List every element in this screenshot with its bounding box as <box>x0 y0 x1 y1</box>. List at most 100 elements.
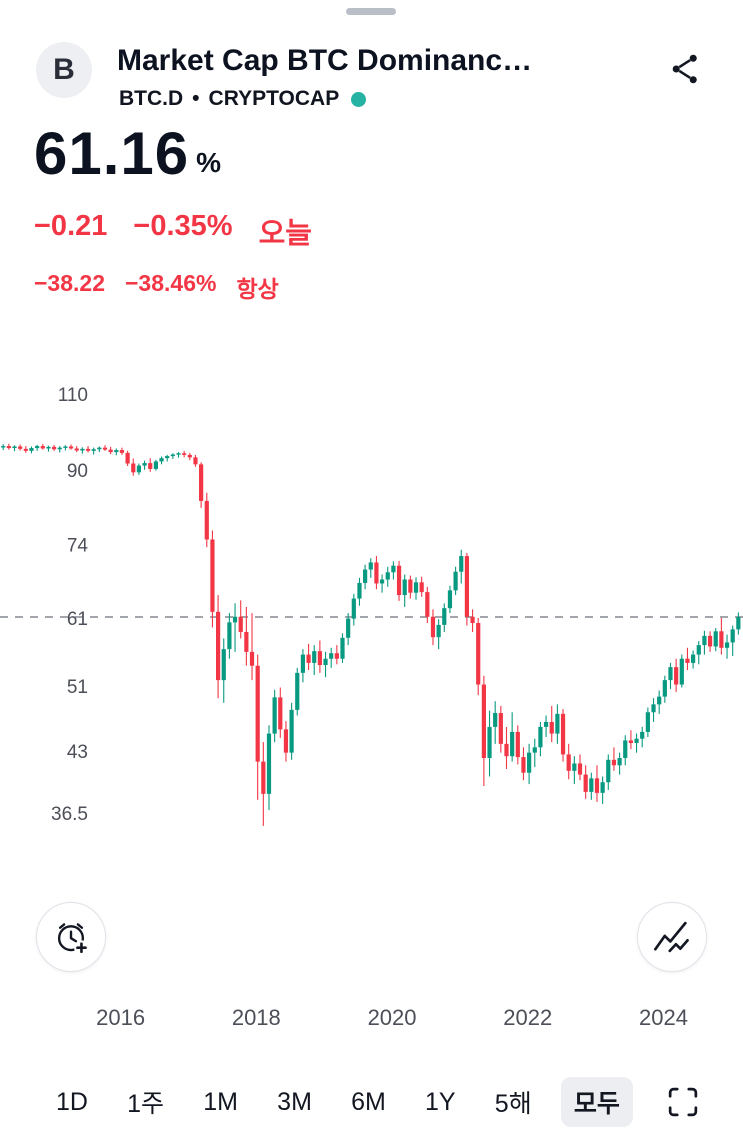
alert-button[interactable] <box>36 902 106 972</box>
change-alltime-label: 항상 <box>236 276 279 302</box>
range-button-6M[interactable]: 6M <box>351 1087 386 1116</box>
candle-body <box>29 448 34 451</box>
line-chart-icon <box>654 921 689 953</box>
candle-body <box>35 446 40 449</box>
range-button-1M[interactable]: 1M <box>203 1087 238 1116</box>
candle-body <box>379 579 385 584</box>
candle-body <box>413 582 419 593</box>
candle-body <box>114 450 119 453</box>
fullscreen-button[interactable] <box>663 1082 703 1122</box>
candle-body <box>668 667 673 681</box>
candle-body <box>685 658 690 663</box>
candle-body <box>657 696 662 705</box>
change-today-label: 오늘 <box>258 218 312 250</box>
candle-body <box>606 759 611 783</box>
last-price-unit: % <box>196 147 222 178</box>
candle-body <box>244 631 249 652</box>
candle-body <box>532 747 537 753</box>
symbol-logo-letter: B <box>53 53 75 86</box>
candle-body <box>572 763 577 771</box>
change-today-abs: −0.21 <box>34 210 108 242</box>
change-today: −0.21 −0.35% 오늘 <box>34 210 312 252</box>
exchange-name: CRYPTOCAP <box>208 87 340 110</box>
candle-body <box>40 446 45 449</box>
candle-body <box>430 616 436 638</box>
candle-body <box>696 645 701 655</box>
candle-body <box>470 616 475 624</box>
candle-body <box>232 616 238 623</box>
x-axis-label: 2018 <box>232 1005 281 1030</box>
candle-body <box>295 672 300 710</box>
candle-body <box>300 654 306 673</box>
candle-body <box>425 592 430 617</box>
candle-body <box>357 582 362 599</box>
candle-body <box>510 731 515 757</box>
candle-body <box>549 721 554 734</box>
symbol-logo: B <box>36 42 92 98</box>
drag-handle[interactable] <box>346 8 396 15</box>
candle-body <box>6 446 11 449</box>
x-axis-label: 2024 <box>639 1005 688 1030</box>
range-items: 1D 1주 1M 3M 6M 1Y 5해 모두 <box>46 1077 633 1127</box>
candle-body <box>402 579 407 596</box>
last-price-value: 61.16 <box>34 120 190 187</box>
candle-body <box>724 642 730 648</box>
candle-body <box>278 697 283 730</box>
candle-body <box>227 622 232 650</box>
candle-body <box>238 616 243 632</box>
candle-body <box>651 704 656 713</box>
candle-body <box>97 447 102 450</box>
candle-body <box>476 623 481 685</box>
candle-body <box>436 624 441 638</box>
candle-body <box>351 598 356 619</box>
share-button[interactable] <box>665 48 705 90</box>
candle-body <box>63 446 68 448</box>
range-button-모두[interactable]: 모두 <box>560 1077 633 1127</box>
candle-body <box>153 461 158 469</box>
candle-body <box>136 465 142 473</box>
candle-body <box>396 565 402 596</box>
candle-body <box>679 658 684 685</box>
candle-body <box>57 447 62 450</box>
y-axis-label: 110 <box>58 385 88 406</box>
symbol-code: BTC.D <box>119 87 184 110</box>
candle-body <box>346 618 351 638</box>
candle-body <box>538 726 543 748</box>
candle-body <box>46 446 51 449</box>
candle-body <box>589 778 594 792</box>
candle-body <box>515 731 520 758</box>
fullscreen-icon <box>668 1087 698 1117</box>
candle-body <box>583 774 588 792</box>
chart-style-button[interactable] <box>637 902 707 972</box>
candle-body <box>368 562 373 570</box>
candle-body <box>148 463 153 469</box>
symbol-title: Market Cap BTC Dominanc… <box>117 44 533 77</box>
range-button-1Y[interactable]: 1Y <box>425 1087 456 1116</box>
candle-body <box>108 449 113 453</box>
candle-body <box>719 631 724 648</box>
candle-body <box>691 654 696 663</box>
candle-body <box>306 654 311 663</box>
candle-body <box>1 446 6 448</box>
candle-body <box>18 446 23 449</box>
candle-body <box>707 635 713 647</box>
candle-body <box>640 731 645 739</box>
candle-body <box>119 450 125 453</box>
candle-body <box>91 449 96 451</box>
candle-body <box>193 457 198 465</box>
candle-body <box>702 635 707 646</box>
range-button-1주[interactable]: 1주 <box>127 1090 165 1118</box>
range-button-1D[interactable]: 1D <box>56 1087 88 1116</box>
candle-body <box>312 651 317 663</box>
candle-body <box>611 759 617 766</box>
candle-body <box>187 454 192 458</box>
candle-body <box>51 446 57 450</box>
candle-body <box>634 738 639 744</box>
symbol-subtitle: BTC.D • CRYPTOCAP <box>119 87 367 111</box>
range-button-3M[interactable]: 3M <box>277 1087 312 1116</box>
range-button-5해[interactable]: 5해 <box>494 1090 532 1118</box>
y-axis-label: 43 <box>67 742 88 763</box>
share-nodes-icon <box>672 54 697 84</box>
candle-body <box>555 713 560 734</box>
candle-body <box>125 452 130 464</box>
